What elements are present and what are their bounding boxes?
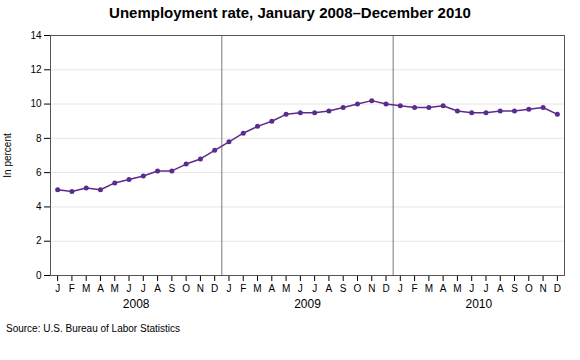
svg-text:4: 4 xyxy=(36,201,42,212)
svg-text:2010: 2010 xyxy=(465,297,492,311)
svg-text:8: 8 xyxy=(36,133,42,144)
html-text:Unemployment rate, January 200: Unemployment rate, January 2008–December… xyxy=(109,4,471,21)
svg-text:O: O xyxy=(354,283,362,294)
svg-text:M: M xyxy=(253,283,261,294)
svg-text:F: F xyxy=(69,283,75,294)
svg-text:10: 10 xyxy=(30,98,42,109)
svg-text:A: A xyxy=(440,283,447,294)
svg-text:J: J xyxy=(483,283,488,294)
svg-text:14: 14 xyxy=(30,30,42,41)
svg-text:O: O xyxy=(182,283,190,294)
svg-text:J: J xyxy=(141,283,146,294)
svg-text:J: J xyxy=(469,283,474,294)
svg-text:M: M xyxy=(425,283,433,294)
svg-text:12: 12 xyxy=(30,64,42,75)
svg-text:0: 0 xyxy=(36,270,42,281)
svg-text:A: A xyxy=(326,283,333,294)
svg-text:J: J xyxy=(226,283,231,294)
svg-text:J: J xyxy=(398,283,403,294)
svg-text:A: A xyxy=(97,283,104,294)
svg-text:S: S xyxy=(169,283,176,294)
svg-text:F: F xyxy=(240,283,246,294)
svg-text:A: A xyxy=(497,283,504,294)
svg-text:M: M xyxy=(453,283,461,294)
svg-text:D: D xyxy=(554,283,561,294)
svg-text:D: D xyxy=(211,283,218,294)
svg-text:M: M xyxy=(82,283,90,294)
svg-text:S: S xyxy=(340,283,347,294)
svg-text:6: 6 xyxy=(36,167,42,178)
svg-text:M: M xyxy=(282,283,290,294)
svg-text:S: S xyxy=(511,283,518,294)
svg-text:M: M xyxy=(111,283,119,294)
svg-text:N: N xyxy=(368,283,375,294)
svg-text:F: F xyxy=(412,283,418,294)
svg-text:A: A xyxy=(154,283,161,294)
svg-text:J: J xyxy=(127,283,132,294)
svg-text:N: N xyxy=(197,283,204,294)
svg-text:D: D xyxy=(382,283,389,294)
svg-text:A: A xyxy=(268,283,275,294)
svg-text:J: J xyxy=(312,283,317,294)
svg-text:2009: 2009 xyxy=(294,297,321,311)
svg-text:J: J xyxy=(55,283,60,294)
svg-text:In percent: In percent xyxy=(2,133,13,178)
svg-text:2008: 2008 xyxy=(123,297,150,311)
svg-text:N: N xyxy=(539,283,546,294)
svg-text:2: 2 xyxy=(36,235,42,246)
svg-text:J: J xyxy=(298,283,303,294)
svg-text:O: O xyxy=(525,283,533,294)
html-text:Source: U.S. Bureau of Labor S: Source: U.S. Bureau of Labor Statistics xyxy=(6,323,180,334)
